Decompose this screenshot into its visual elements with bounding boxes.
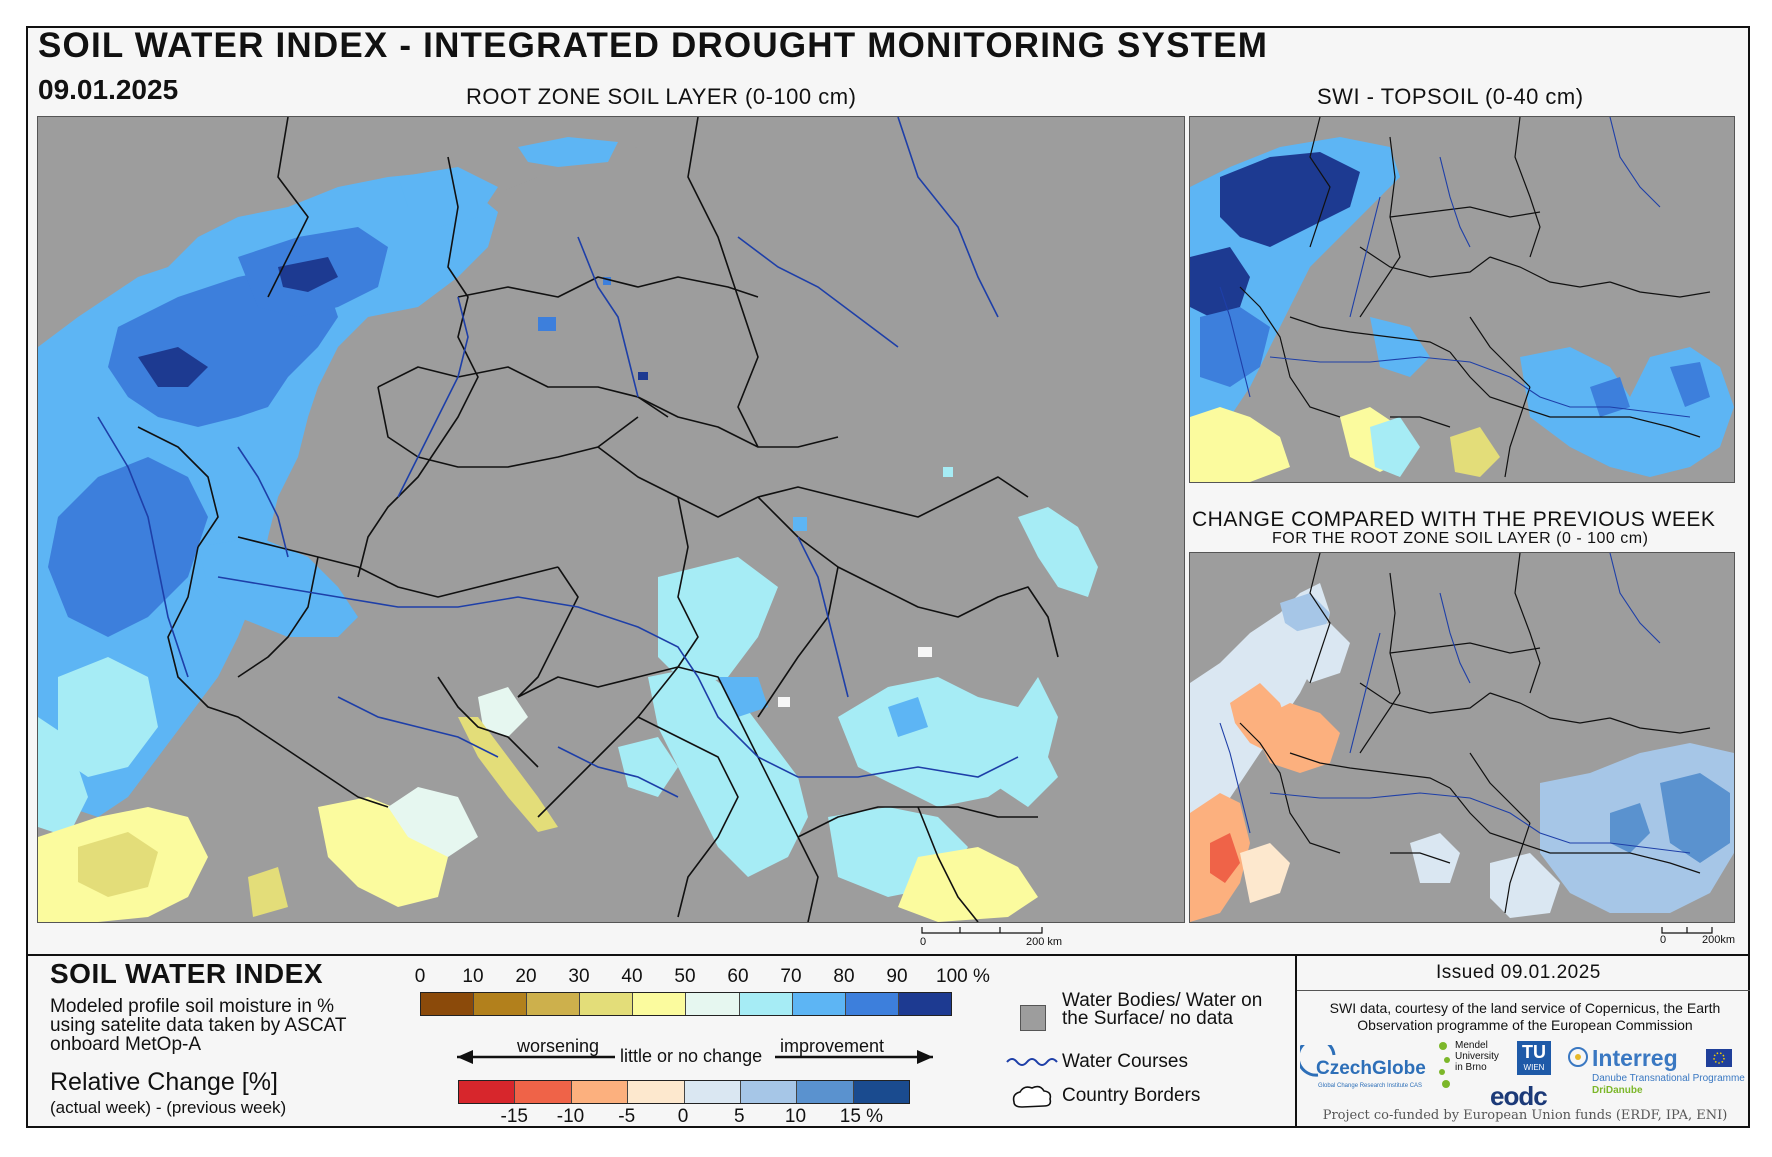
water-course-icon <box>1006 1058 1058 1066</box>
swi-color-cell <box>421 993 475 1015</box>
swi-tick-label: 0 <box>414 966 426 987</box>
swi-color-cell <box>792 993 846 1015</box>
relative-change-subtitle: (actual week) - (previous week) <box>50 1098 287 1117</box>
change-tick-label: 0 <box>677 1106 689 1127</box>
change-tick-label: -15 <box>500 1106 528 1127</box>
change-color-cell <box>515 1081 572 1103</box>
relative-change-title: Relative Change [%] <box>50 1068 278 1096</box>
swi-tick-label: 10 <box>462 966 484 987</box>
eodc-logo[interactable]: eodc <box>1490 1081 1548 1111</box>
change-color-cell <box>571 1081 629 1103</box>
topsoil-map-title: SWI - TOPSOIL (0-40 cm) <box>1317 84 1584 109</box>
change-tick-label: 15 % <box>839 1106 884 1127</box>
change-map-subtitle: FOR THE ROOT ZONE SOIL LAYER (0 - 100 cm… <box>1272 530 1649 547</box>
swi-tick-label: 70 <box>780 966 802 987</box>
root-zone-map[interactable] <box>37 116 1185 923</box>
change-color-cell <box>797 1081 854 1103</box>
change-color-cell <box>684 1081 741 1103</box>
topsoil-map-graphic <box>1190 117 1734 482</box>
change-color-cell <box>459 1081 516 1103</box>
swi-colorbar <box>420 992 952 1016</box>
water-courses-label: Water Courses <box>1062 1051 1188 1072</box>
water-bodies-swatch <box>1020 1005 1046 1031</box>
data-credit: SWI data, courtesy of the land service o… <box>1329 1000 1721 1033</box>
change-map-graphic <box>1190 553 1734 922</box>
swi-color-cell <box>739 993 793 1015</box>
main-scale-zero: 0 <box>920 936 927 948</box>
issue-date: 09.01.2025 <box>38 74 179 105</box>
swi-tick-label: 100 % <box>936 966 990 987</box>
change-color-cell <box>740 1081 798 1103</box>
swi-tick-label: 90 <box>886 966 908 987</box>
footer-hline <box>1297 990 1750 991</box>
arrow-right-label: improvement <box>780 1036 885 1056</box>
change-map[interactable] <box>1189 552 1735 923</box>
root-zone-map-graphic <box>38 117 1098 922</box>
funding-note: Project co-funded by European Union fund… <box>1322 1108 1728 1123</box>
swi-color-cell <box>474 993 528 1015</box>
country-borders-label: Country Borders <box>1062 1085 1201 1106</box>
issued-date: Issued 09.01.2025 <box>1436 962 1601 983</box>
small-scale-end: 200km <box>1702 934 1736 946</box>
change-arrow <box>457 1050 933 1064</box>
small-scale-zero: 0 <box>1660 934 1667 946</box>
main-map-title: ROOT ZONE SOIL LAYER (0-100 cm) <box>466 84 857 109</box>
country-border-icon <box>1012 1085 1052 1108</box>
change-tick-label: 5 <box>733 1106 745 1127</box>
swi-color-cell <box>686 993 740 1015</box>
change-tick-label: 10 <box>784 1106 807 1127</box>
arrow-left-label: worsening <box>517 1036 600 1056</box>
swi-color-cell <box>898 993 951 1015</box>
topsoil-map[interactable] <box>1189 116 1735 483</box>
swi-tick-label: 20 <box>515 966 537 987</box>
page-title: SOIL WATER INDEX - INTEGRATED DROUGHT MO… <box>38 26 1269 65</box>
change-colorbar <box>458 1080 910 1104</box>
swi-tick-label: 60 <box>727 966 749 987</box>
main-scale-end: 200 km <box>1026 936 1063 948</box>
swi-tick-label: 50 <box>674 966 696 987</box>
swi-tick-label: 30 <box>568 966 590 987</box>
change-map-title: CHANGE COMPARED WITH THE PREVIOUS WEEK <box>1192 508 1716 531</box>
swi-color-cell <box>580 993 634 1015</box>
swi-legend-title: SOIL WATER INDEX <box>50 958 323 989</box>
change-tick-label: -10 <box>556 1106 585 1127</box>
swi-tick-label: 40 <box>621 966 643 987</box>
tu-wien-logo[interactable]: TU WIEN <box>1517 1041 1551 1075</box>
swi-color-cell <box>845 993 899 1015</box>
water-bodies-label: Water Bodies/ Water on the Surface/ no d… <box>1062 990 1263 1029</box>
change-color-cell <box>853 1081 909 1103</box>
swi-color-cell <box>527 993 581 1015</box>
swi-legend-description: Modeled profile soil moisture in % using… <box>50 996 347 1055</box>
legend-divider <box>26 954 1750 956</box>
footer-divider <box>1295 956 1297 1128</box>
swi-color-cell <box>633 993 687 1015</box>
change-tick-label: -5 <box>618 1106 636 1127</box>
change-color-cell <box>628 1081 685 1103</box>
swi-tick-label: 80 <box>833 966 855 987</box>
arrow-middle-label: little or no change <box>620 1046 763 1066</box>
